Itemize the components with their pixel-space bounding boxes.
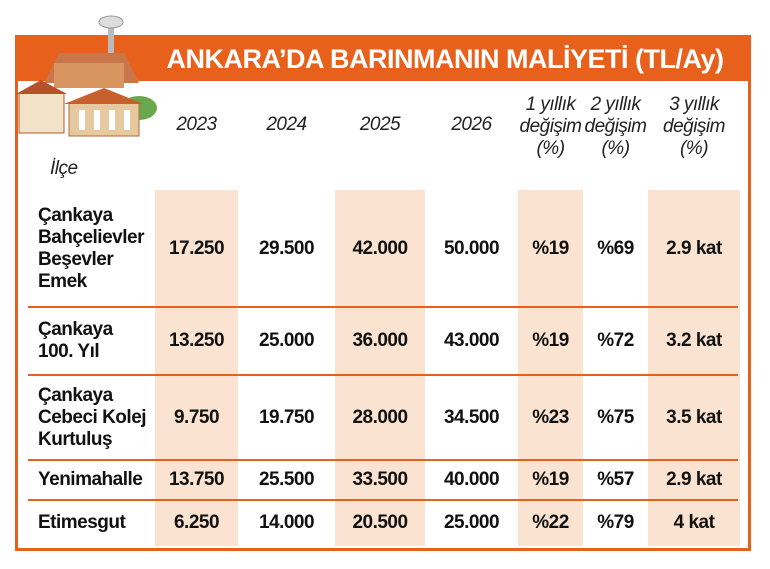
title-bar xyxy=(15,35,751,81)
value-cell: 40.000 xyxy=(443,469,500,490)
value-cell: 13.250 xyxy=(168,330,225,351)
row-divider xyxy=(28,459,738,461)
value-cell: 34.500 xyxy=(443,406,500,428)
column-header: 2023 xyxy=(176,114,217,135)
district-name: Etimesgut xyxy=(38,512,126,533)
value-cell: 14.000 xyxy=(258,512,315,533)
value-cell: %75 xyxy=(597,406,634,428)
value-cell: 6.250 xyxy=(173,512,220,533)
value-cell: 3.2 kat xyxy=(666,330,722,351)
value-cell: 25.000 xyxy=(258,330,315,351)
value-cell: 4 kat xyxy=(673,512,715,533)
value-cell: 17.250 xyxy=(168,237,225,259)
value-cell: %72 xyxy=(597,330,634,351)
value-cell: %19 xyxy=(532,237,569,259)
value-cell: %69 xyxy=(597,237,634,259)
district-name: Çankaya Cebeci Kolej Kurtuluş xyxy=(38,384,147,450)
column-shade xyxy=(648,190,740,546)
column-header: 2025 xyxy=(359,114,401,135)
value-cell: 9.750 xyxy=(173,406,220,428)
column-header: 2024 xyxy=(266,114,307,135)
value-cell: 13.750 xyxy=(168,469,225,490)
row-divider xyxy=(28,499,738,501)
value-cell: 29.500 xyxy=(258,237,315,259)
district-header: İlçe xyxy=(50,158,78,179)
district-name: Yenimahalle xyxy=(38,469,143,490)
column-shade xyxy=(335,190,425,546)
value-cell: 36.000 xyxy=(352,330,408,351)
value-cell: 28.000 xyxy=(352,406,408,428)
value-cell: %19 xyxy=(532,469,569,490)
value-cell: 43.000 xyxy=(443,330,500,351)
district-name: Çankaya 100. Yıl xyxy=(38,319,113,362)
city-illustration xyxy=(16,15,157,137)
value-cell: 3.5 kat xyxy=(666,406,722,428)
title: ANKARA’DA BARINMANIN MALİYETİ (TL/Ay) xyxy=(166,44,724,74)
district-name: Çankaya Bahçelievler Beşevler Emek xyxy=(38,204,144,292)
value-cell: %79 xyxy=(597,512,634,533)
value-cell: 19.750 xyxy=(258,406,315,428)
column-header: 3 yıllık değişim (%) xyxy=(663,94,725,159)
value-cell: 42.000 xyxy=(352,237,408,259)
column-header: 2026 xyxy=(451,114,492,135)
value-cell: 33.500 xyxy=(352,469,408,490)
value-cell: 2.9 kat xyxy=(666,237,722,259)
column-header: 1 yıllık değişim (%) xyxy=(519,94,582,159)
column-shade xyxy=(518,190,583,546)
value-cell: %57 xyxy=(597,469,634,490)
value-cell: 20.500 xyxy=(352,512,408,533)
value-cell: 50.000 xyxy=(443,237,500,259)
frame xyxy=(15,35,751,551)
value-cell: %23 xyxy=(532,406,569,428)
value-cell: 25.000 xyxy=(443,512,500,533)
column-header: 2 yıllık değişim (%) xyxy=(584,94,647,159)
value-cell: 25.500 xyxy=(258,469,315,490)
row-divider xyxy=(28,306,738,308)
value-cell: %19 xyxy=(532,330,569,351)
column-shade xyxy=(155,190,238,546)
value-cell: %22 xyxy=(532,512,569,533)
value-cell: 2.9 kat xyxy=(666,469,722,490)
row-divider xyxy=(28,374,738,376)
